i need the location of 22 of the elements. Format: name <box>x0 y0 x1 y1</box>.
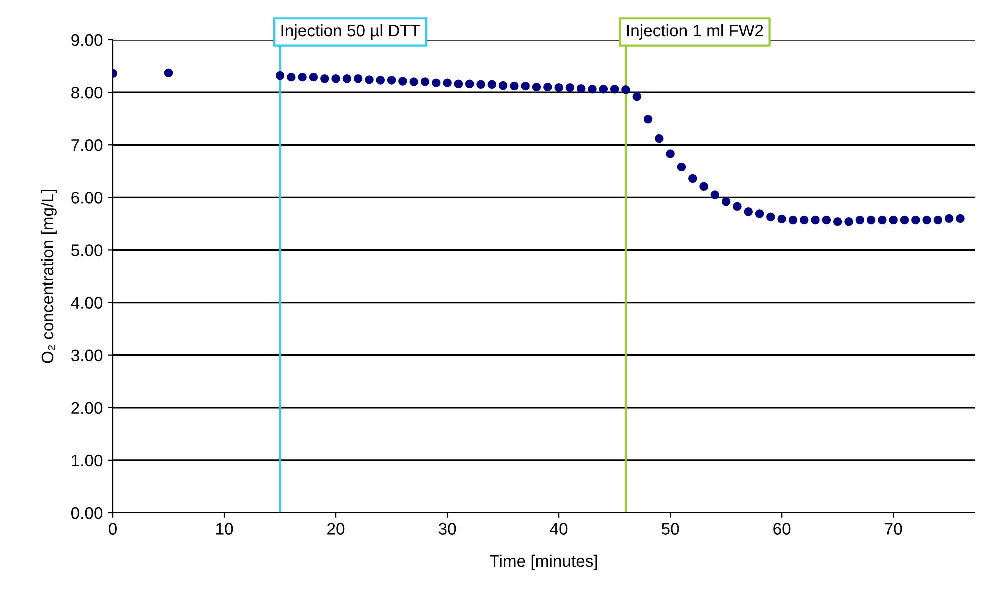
y-tick-label: 4.00 <box>71 297 103 309</box>
y-tick-label: 3.00 <box>71 350 103 362</box>
y-tick-label: 0.00 <box>71 507 103 520</box>
x-tick-label: 20 <box>328 523 345 535</box>
ref-line-label: Injection 50 µl DTT <box>282 24 420 40</box>
y-tick-label: 7.00 <box>72 140 103 152</box>
x-tick-label: 70 <box>885 523 902 535</box>
x-axis-title: Time [minutes] <box>490 554 598 570</box>
x-tick-label: 50 <box>662 523 680 535</box>
x-tick-label: 60 <box>774 523 791 535</box>
y-tick-label: 9.00 <box>72 34 103 46</box>
y-tick-label: 6.00 <box>72 192 103 204</box>
y-axis-title: O₂ concentration [mg/L] <box>41 190 57 364</box>
ref-line-label: Injection 1 ml FW2 <box>628 24 764 40</box>
y-tick-label: 2.00 <box>72 402 103 414</box>
x-tick-label: 30 <box>438 523 456 535</box>
x-tick-label: 40 <box>550 523 568 535</box>
y-tick-label: 1.00 <box>72 454 103 467</box>
x-tick-label: 0 <box>109 523 117 535</box>
x-tick-label: 10 <box>216 523 234 535</box>
y-tick-label: 5.00 <box>72 244 103 256</box>
y-tick-label: 8.00 <box>72 86 103 99</box>
